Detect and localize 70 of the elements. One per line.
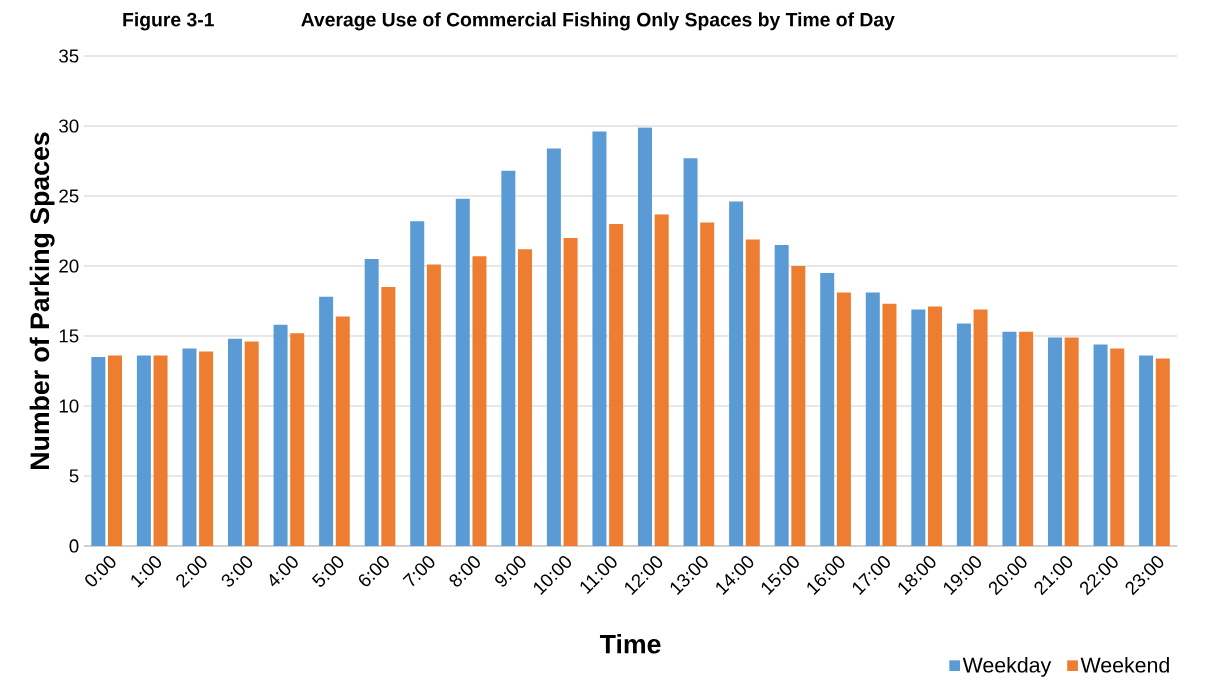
y-tick-label: 25 [59, 189, 79, 203]
bar [1064, 337, 1079, 547]
bar [928, 306, 943, 547]
bar [228, 338, 243, 547]
bar [335, 316, 350, 547]
bar [638, 127, 652, 547]
bar [426, 264, 441, 547]
bar [865, 292, 880, 547]
x-axis-title: Time [599, 634, 661, 654]
bar [455, 198, 470, 547]
bar [1002, 331, 1017, 547]
bar [729, 201, 744, 547]
y-tick-label: 30 [59, 119, 79, 133]
bar [836, 292, 851, 547]
bar [381, 287, 396, 547]
bar [774, 245, 789, 547]
caption: Figure 3-1 [123, 12, 214, 31]
x-tick-label: 8:00 [449, 556, 480, 587]
bar [882, 303, 897, 547]
bar [546, 148, 561, 547]
x-tick-label: 7:00 [402, 556, 435, 587]
legend-label: Weekend [1080, 657, 1169, 673]
bar [182, 348, 197, 547]
bar [563, 238, 578, 547]
x-tick-label: 6:00 [358, 556, 389, 587]
bar [745, 239, 760, 547]
bar [319, 296, 334, 547]
bar [1155, 358, 1170, 547]
bar [364, 259, 379, 547]
bar [609, 224, 624, 547]
bar [592, 131, 607, 547]
bar [820, 273, 835, 547]
legend-label: Weekday [962, 657, 1052, 677]
x-tick-label: 4:00 [269, 556, 298, 587]
bar [273, 324, 288, 547]
bar [501, 170, 516, 547]
y-tick-label: 20 [59, 259, 79, 273]
y-tick-label: 35 [59, 49, 79, 63]
bar [410, 221, 425, 547]
bar [1093, 344, 1108, 547]
x-tick-label: 0:00 [85, 556, 116, 587]
x-tick-label: 9:00 [495, 556, 526, 587]
bar [1048, 337, 1063, 547]
bar [911, 309, 926, 547]
bar [700, 222, 715, 547]
y-tick-label: 5 [69, 469, 79, 483]
bar [683, 158, 698, 547]
bar [1110, 348, 1125, 547]
bar [1019, 331, 1034, 547]
chart-title: Average Use of Commercial Fishing Only Spaces by Time of Day [301, 12, 895, 31]
bar [153, 355, 168, 547]
x-tick-label: 3:00 [221, 556, 253, 587]
y-tick-label: 10 [59, 399, 79, 413]
x-tick-label: 5:00 [311, 556, 344, 587]
bar [244, 341, 259, 547]
bar [199, 351, 214, 547]
bar [91, 357, 106, 547]
bar [108, 355, 123, 547]
bar [791, 266, 806, 547]
y-axis-title: Number of Parking Spaces [29, 132, 55, 470]
bar [956, 323, 971, 547]
bar [973, 309, 988, 547]
bar [518, 249, 532, 547]
y-tick-label: 15 [59, 329, 79, 343]
bar [1139, 355, 1154, 547]
bar [654, 214, 669, 547]
y-tick-label: 0 [69, 539, 79, 553]
bar [472, 256, 487, 547]
bar [136, 355, 151, 547]
bar [290, 333, 305, 547]
